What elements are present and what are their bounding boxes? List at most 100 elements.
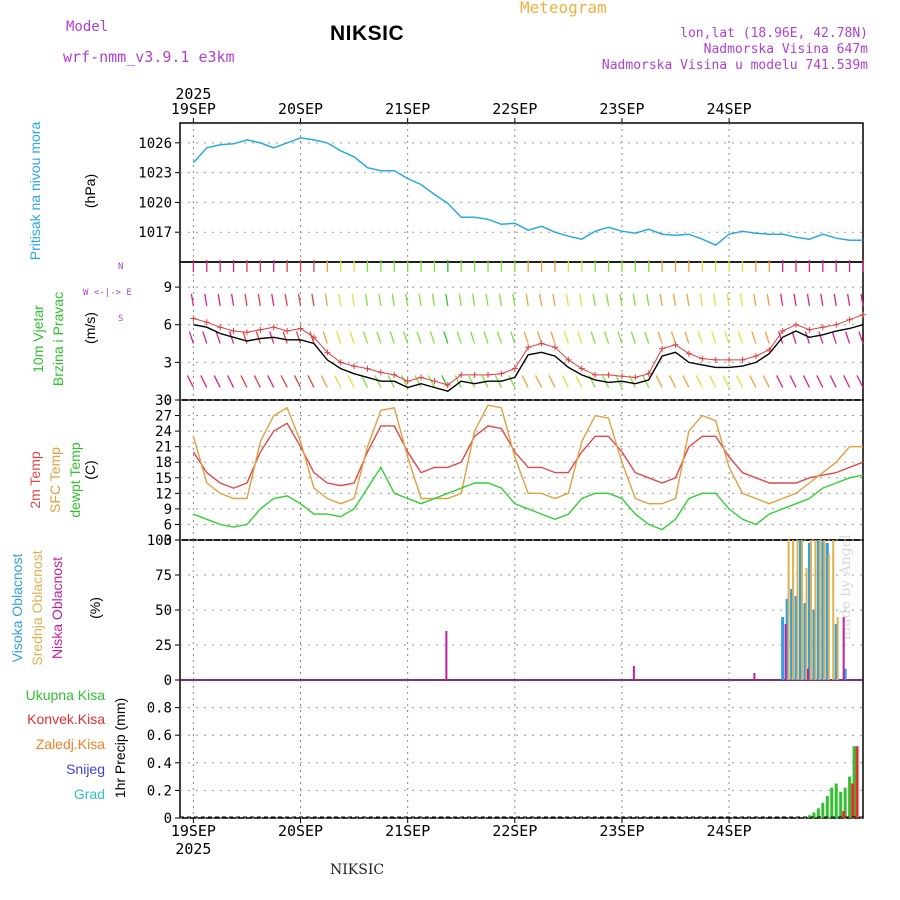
wind-barb	[320, 375, 328, 388]
wind-barb	[548, 375, 556, 388]
wind-barb	[726, 293, 730, 307]
mid-cloud-bar	[796, 540, 799, 680]
wind-barb	[804, 331, 811, 344]
panel-frame-4	[179, 679, 864, 819]
wind-barb	[655, 375, 663, 388]
wind-barb	[550, 331, 556, 344]
wind-gust-point	[203, 319, 210, 326]
wind-barb	[709, 375, 717, 388]
wind-barb	[445, 293, 449, 307]
wind-barb	[378, 293, 382, 307]
bottom-day-label-2: 21SEP	[385, 822, 430, 840]
wind-gust-point	[592, 371, 599, 378]
wind-barb	[242, 331, 248, 344]
wind-barb	[456, 331, 462, 344]
wind-gust-point	[364, 365, 371, 372]
wind-barb	[374, 375, 382, 388]
wind-gust-point	[243, 329, 250, 336]
panel-0-ytick-label-1: 1020	[138, 195, 172, 211]
wind-barb	[405, 293, 409, 307]
wind-barb	[686, 293, 690, 307]
panel-3-ytick-label-0: 0	[164, 673, 172, 689]
conv-precip-bar	[851, 783, 855, 818]
wind-gust-point	[538, 340, 545, 347]
wind-barb	[297, 293, 302, 307]
bottom-day-label-0: 19SEP	[171, 822, 216, 840]
high-cloud-bar	[843, 668, 847, 680]
top-day-label-0: 19SEP	[171, 100, 216, 118]
wind-barb	[672, 293, 677, 307]
mid-cloud-bar	[801, 540, 804, 680]
panel-3-ytick-label-2: 50	[155, 603, 172, 619]
wind-barb	[646, 293, 650, 307]
wind-barb	[753, 293, 757, 307]
wind-gust-point	[310, 334, 317, 341]
wind-barb	[737, 331, 744, 344]
bottom-day-label-5: 24SEP	[707, 822, 752, 840]
legend-total-precip: Ukupna Kisa	[25, 687, 105, 703]
wind-barb	[496, 331, 503, 344]
wind-barb	[858, 331, 864, 344]
wind-barb	[204, 293, 208, 307]
wind-barb	[389, 331, 395, 344]
mid-cloud-bar	[814, 540, 817, 680]
high-cloud-bar	[794, 596, 798, 680]
panel-2-ytick-label-6: 21	[155, 440, 172, 456]
wind-barb	[802, 375, 811, 388]
wind-barb	[751, 331, 757, 344]
low-cloud-bar	[753, 673, 756, 680]
wind-barb	[780, 293, 784, 307]
wind-gust-point	[645, 370, 652, 377]
panel-3-ytick-label-1: 25	[155, 638, 172, 654]
wind-barb	[470, 331, 476, 344]
wind-barb	[431, 293, 436, 307]
wind-gust-point	[860, 311, 866, 318]
wind-gust-point	[324, 349, 331, 356]
wind-gust-point	[217, 324, 224, 331]
wind-barb	[735, 375, 744, 388]
mid-cloud-bar	[836, 617, 839, 680]
wind-barb	[806, 293, 811, 307]
bottom-day-label-1: 20SEP	[278, 822, 323, 840]
wind-barb	[632, 293, 636, 307]
wind-barb	[846, 293, 851, 307]
footer-station: NIKSIC	[330, 862, 385, 878]
wind-barb	[391, 293, 395, 307]
wind-gust-point	[511, 365, 518, 372]
wind-barb	[202, 331, 208, 344]
wind-barb	[668, 375, 677, 388]
wind-barb	[311, 293, 315, 307]
mid-cloud-bar	[827, 554, 830, 680]
wind-barb	[228, 331, 235, 344]
panel-4-ytick-label-0: 0	[164, 811, 172, 827]
wind-barb	[831, 331, 837, 344]
high-cloud-bar	[807, 542, 811, 680]
wind-barb	[739, 293, 744, 307]
wind-barb	[818, 331, 824, 344]
wind-gust-point	[485, 371, 492, 378]
wind-barb	[190, 293, 195, 307]
total-precip-bar	[843, 787, 847, 818]
high-cloud-bar	[790, 589, 794, 680]
wind-gust-point	[337, 359, 344, 366]
sfc-temp-line	[192, 404, 863, 505]
wind-barb	[244, 293, 248, 307]
total-precip-bar	[821, 802, 825, 818]
panel-2-ytick-label-9: 30	[155, 393, 172, 409]
dewpt-line	[193, 466, 864, 531]
compass-north: N	[118, 262, 124, 272]
wind-gust-point	[377, 369, 384, 376]
wind-gust-point	[190, 315, 197, 322]
wind-barb	[458, 293, 462, 307]
wind-gust-point	[793, 321, 800, 328]
wind-gust-point	[431, 378, 438, 385]
panel-4-ytick-label-1: 0.2	[147, 783, 172, 799]
high-cloud-bar	[812, 610, 816, 680]
wind-barb	[843, 375, 851, 388]
wind-barb	[280, 375, 288, 388]
wind-barb	[257, 293, 261, 307]
low-cloud-bar	[806, 668, 809, 680]
wind-gust-point	[779, 328, 786, 334]
wind-barb	[255, 331, 261, 344]
